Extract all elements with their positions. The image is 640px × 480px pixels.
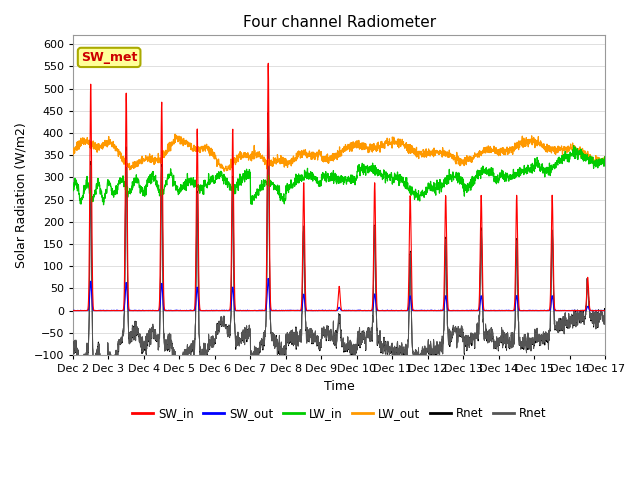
Text: SW_met: SW_met (81, 51, 138, 64)
X-axis label: Time: Time (324, 380, 355, 393)
Title: Four channel Radiometer: Four channel Radiometer (243, 15, 436, 30)
Y-axis label: Solar Radiation (W/m2): Solar Radiation (W/m2) (15, 122, 28, 268)
Legend: SW_in, SW_out, LW_in, LW_out, Rnet, Rnet: SW_in, SW_out, LW_in, LW_out, Rnet, Rnet (127, 402, 551, 425)
